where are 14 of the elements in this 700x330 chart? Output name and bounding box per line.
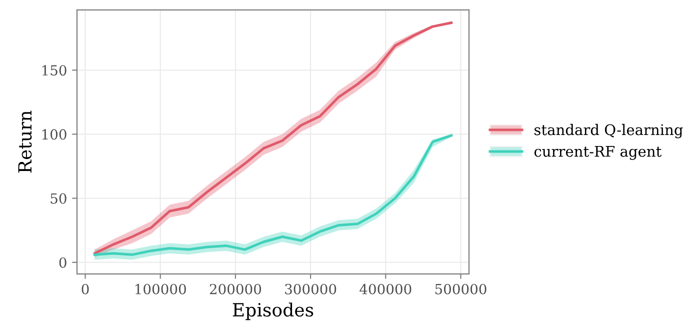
legend-label: current-RF agent: [534, 146, 662, 160]
x-tick-label: 500000: [435, 284, 486, 294]
x-tick-label: 300000: [285, 284, 336, 294]
y-axis-title: Return: [18, 110, 32, 173]
y-tick-label: 150: [42, 65, 66, 76]
x-tick-label: 200000: [210, 284, 262, 294]
x-tick-label: 400000: [360, 284, 412, 294]
x-axis-title: Episodes: [232, 302, 314, 320]
x-tick-label: 100000: [136, 284, 186, 294]
y-tick-label: 100: [42, 129, 66, 140]
legend-label: standard Q-learning: [534, 124, 683, 138]
y-tick-label: 50: [50, 193, 66, 204]
x-tick-label: 0: [82, 284, 89, 294]
y-tick-label: 0: [59, 257, 66, 268]
